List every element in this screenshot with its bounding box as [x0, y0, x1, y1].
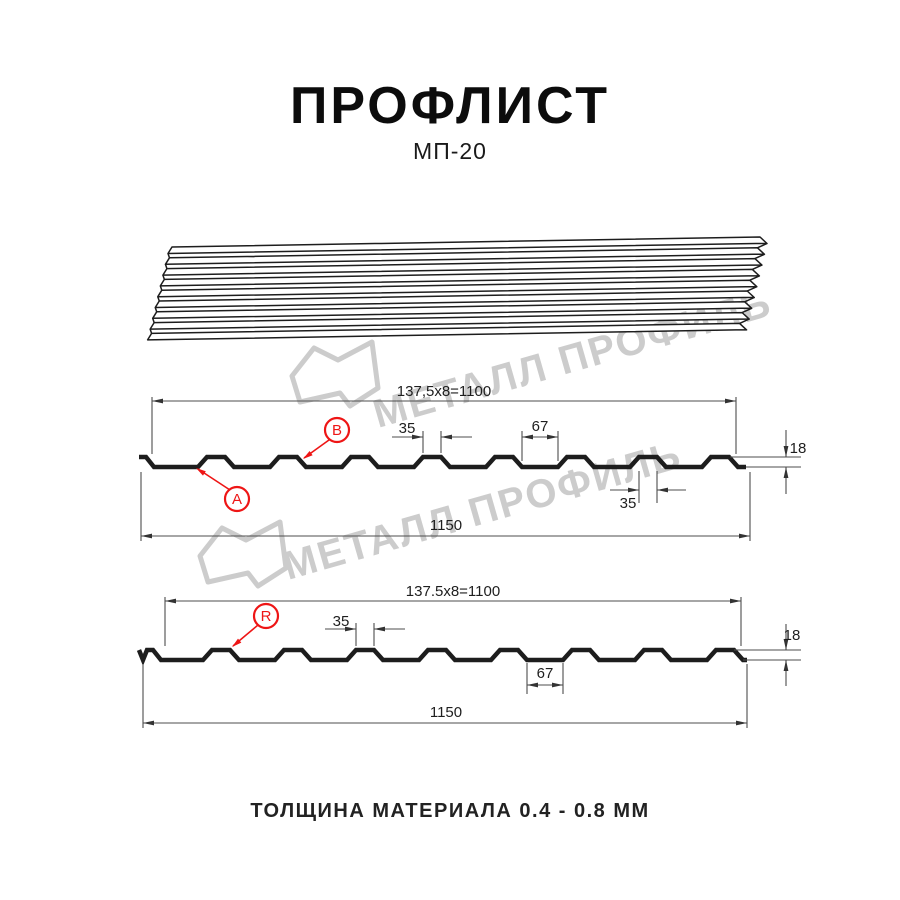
sheet-edge-right — [754, 253, 765, 260]
dim-valley-67-2: 67 — [537, 665, 554, 682]
dim-arrowhead — [547, 434, 558, 440]
profile-model-code: МП-20 — [413, 138, 487, 164]
page-title: ПРОФЛИСТ — [289, 77, 611, 135]
dim-arrowhead — [527, 682, 538, 688]
dim-arrowhead — [628, 487, 639, 493]
callout-circle-a — [223, 485, 251, 513]
dim-arrowhead — [783, 639, 789, 650]
material-thickness-note: ТОЛЩИНА МАТЕРИАЛА 0.4 - 0.8 ММ — [250, 800, 650, 822]
callout-circle-r — [252, 602, 280, 630]
dim-arrowhead — [783, 446, 789, 457]
cross-section-profile-2 — [136, 647, 747, 667]
sheet-edge-left — [149, 328, 153, 334]
dim-arrowhead — [152, 398, 163, 404]
dim-arrowhead — [730, 598, 741, 604]
dimension-lines-1 — [140, 397, 801, 541]
sheet-rib-face — [157, 279, 758, 298]
dim-arrowhead — [165, 598, 176, 604]
callout-arrow-b — [303, 451, 313, 459]
sheet-3d-illustration — [146, 236, 768, 341]
sheet-edge-left — [159, 285, 163, 291]
dim-arrowhead — [374, 626, 385, 632]
watermark-logo-icon — [289, 339, 381, 409]
callout-label-a: A — [232, 491, 242, 508]
sheet-edge-left — [164, 264, 168, 269]
cross-section-profile-1 — [139, 454, 746, 470]
dim-arrowhead — [141, 533, 152, 539]
watermark-logo-icon — [197, 519, 289, 589]
sheet-edge-left — [151, 318, 155, 323]
sheet-edge-left — [167, 253, 171, 259]
dim-rib-top-35-1: 35 — [399, 420, 416, 437]
sheet-rib-face — [154, 290, 755, 309]
dim-length-formula-1: 137,5x8=1100 — [397, 383, 491, 400]
dim-arrowhead — [657, 487, 668, 493]
dim-arrowhead — [412, 434, 423, 440]
dim-arrowhead — [345, 626, 356, 632]
callout-label-b: B — [332, 422, 342, 439]
dim-valley-67-1: 67 — [532, 418, 549, 435]
callout-label-r: R — [261, 608, 272, 625]
sheet-edge-left — [157, 296, 160, 302]
dim-arrowhead — [522, 434, 533, 440]
sheet-edge-right — [739, 318, 750, 325]
dim-total-width-1150-1: 1150 — [430, 517, 462, 534]
dim-arrowhead — [552, 682, 563, 688]
sheet-edge-left — [154, 307, 158, 313]
dim-arrowhead — [441, 434, 452, 440]
callout-arrow-a — [196, 468, 206, 476]
sheet-edge-right — [757, 242, 768, 249]
sheet-rib-face — [167, 236, 768, 255]
callout-circle-b — [323, 416, 351, 444]
dim-height-18-2: 18 — [784, 627, 801, 644]
dim-arrowhead — [143, 720, 154, 726]
dim-total-width-1150-2: 1150 — [430, 704, 462, 721]
dim-height-18-1: 18 — [790, 440, 807, 457]
dim-rib-top-35-2: 35 — [333, 613, 350, 630]
sheet-rib-face — [162, 257, 763, 276]
sheet-rib-face — [149, 311, 750, 330]
sheet-edge-right — [749, 275, 760, 281]
sheet-edge-right — [746, 286, 758, 292]
dim-arrowhead — [783, 467, 789, 478]
sheet-rib-face — [151, 301, 753, 320]
dim-arrowhead — [736, 720, 747, 726]
sheet-rib-face — [146, 322, 748, 341]
dim-length-formula-2: 137.5x8=1100 — [406, 583, 500, 600]
callout-arrow-r — [232, 638, 242, 647]
sheet-rib-face — [159, 268, 761, 287]
sheet-rib-face — [164, 247, 766, 266]
sheet-edge-right — [744, 296, 755, 303]
sheet-edge-right — [741, 307, 753, 314]
dimension-lines-2 — [142, 597, 801, 728]
dim-rib-bottom-35-1: 35 — [620, 495, 637, 512]
sheet-edge-right — [752, 264, 763, 271]
dim-arrowhead — [725, 398, 736, 404]
sheet-edge-left — [162, 274, 166, 280]
dim-arrowhead — [739, 533, 750, 539]
dim-arrowhead — [783, 660, 789, 671]
